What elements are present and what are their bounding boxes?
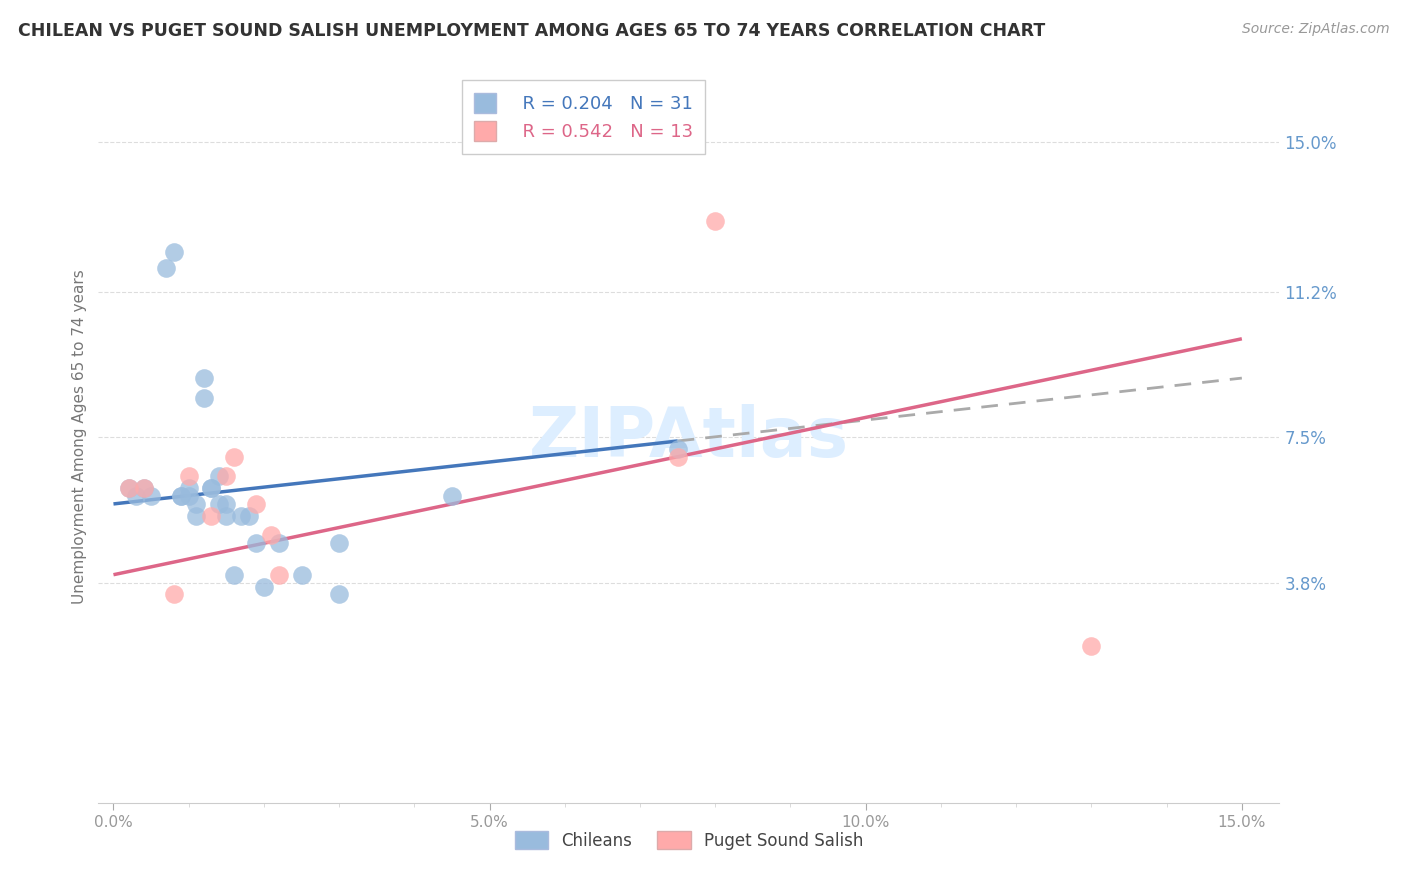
Point <box>328 587 350 601</box>
Point <box>215 508 238 523</box>
Point <box>290 567 312 582</box>
Point <box>117 481 139 495</box>
Point <box>193 371 215 385</box>
Point <box>208 497 231 511</box>
Point <box>245 497 267 511</box>
Point <box>155 260 177 275</box>
Point <box>186 497 208 511</box>
Point <box>177 469 200 483</box>
Point <box>200 481 222 495</box>
Point <box>177 481 200 495</box>
Text: CHILEAN VS PUGET SOUND SALISH UNEMPLOYMENT AMONG AGES 65 TO 74 YEARS CORRELATION: CHILEAN VS PUGET SOUND SALISH UNEMPLOYME… <box>18 22 1046 40</box>
Point <box>117 481 139 495</box>
Point <box>170 489 193 503</box>
Point <box>177 489 200 503</box>
Point <box>666 442 689 456</box>
Point <box>132 481 155 495</box>
Point <box>163 245 186 260</box>
Point <box>208 469 231 483</box>
Legend: Chileans, Puget Sound Salish: Chileans, Puget Sound Salish <box>508 824 870 856</box>
Point <box>245 536 267 550</box>
Point <box>231 508 253 523</box>
Point <box>132 481 155 495</box>
Point <box>170 489 193 503</box>
Point <box>163 587 186 601</box>
Point <box>222 567 245 582</box>
Point <box>267 567 290 582</box>
Point <box>440 489 463 503</box>
Point <box>215 497 238 511</box>
Point <box>186 508 208 523</box>
Point <box>1080 639 1102 653</box>
Point <box>328 536 350 550</box>
Point <box>200 508 222 523</box>
Text: Source: ZipAtlas.com: Source: ZipAtlas.com <box>1241 22 1389 37</box>
Point <box>200 481 222 495</box>
Point <box>704 214 727 228</box>
Point <box>222 450 245 464</box>
Point <box>139 489 162 503</box>
Point <box>666 450 689 464</box>
Point <box>193 391 215 405</box>
Point <box>238 508 260 523</box>
Point <box>267 536 290 550</box>
Y-axis label: Unemployment Among Ages 65 to 74 years: Unemployment Among Ages 65 to 74 years <box>72 269 87 605</box>
Point <box>253 580 276 594</box>
Point <box>215 469 238 483</box>
Point <box>260 528 283 542</box>
Point <box>125 489 148 503</box>
Text: ZIPAtlas: ZIPAtlas <box>529 403 849 471</box>
